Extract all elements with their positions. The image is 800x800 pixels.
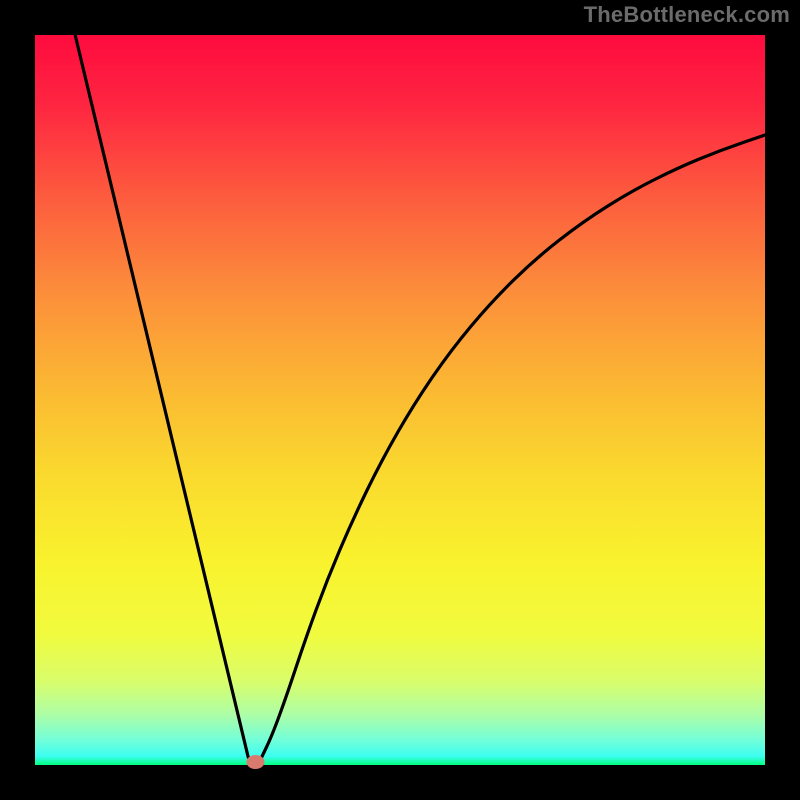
minimum-marker [246, 755, 264, 769]
watermark-text: TheBottleneck.com [584, 2, 790, 28]
chart-container: TheBottleneck.com [0, 0, 800, 800]
bottleneck-chart [0, 0, 800, 800]
plot-background [35, 35, 765, 765]
